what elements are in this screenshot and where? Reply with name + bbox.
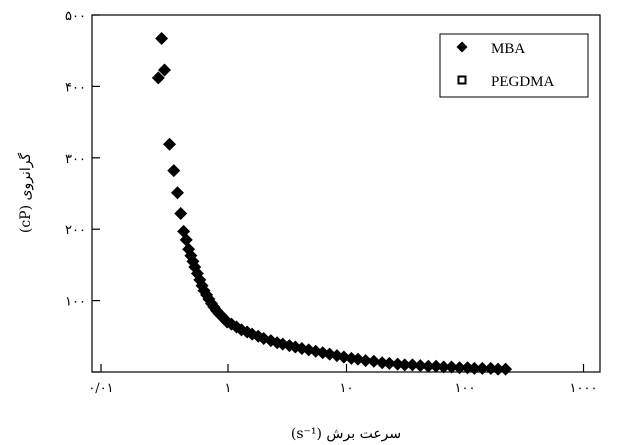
square-marker-icon	[457, 75, 467, 85]
y-tick-label: ۵۰۰	[65, 9, 86, 24]
x-tick-labels: ۰/۰۱ ۱ ۱۰ ۱۰۰ ۱۰۰۰	[88, 381, 597, 396]
legend-marker-mba	[456, 41, 468, 53]
data-point-mba	[184, 249, 198, 263]
y-tick-label: ۲۰۰	[65, 223, 86, 238]
data-point-mba	[499, 362, 513, 376]
x-tick-label: ۱۰	[340, 381, 354, 396]
data-point-mba	[158, 63, 171, 77]
data-point-mba	[475, 361, 489, 375]
data-point-mba	[151, 71, 165, 85]
legend-label-mba: MBA	[491, 41, 525, 57]
data-point-mba	[437, 360, 451, 374]
legend-label-pegdma: PEGDMA	[491, 74, 555, 90]
diamond-marker-icon	[456, 41, 468, 53]
data-point-mba	[484, 361, 498, 375]
y-tick-label: ۴۰۰	[65, 80, 86, 95]
data-point-mba	[445, 360, 459, 374]
data-point-mba	[467, 361, 481, 375]
data-point-mba	[170, 186, 184, 200]
data-point-mba	[398, 358, 412, 372]
data-point-mba	[491, 362, 505, 376]
data-point-mba	[245, 327, 259, 341]
x-tick-label: ۱	[225, 381, 232, 396]
data-point-mba	[163, 137, 177, 151]
data-point-mba	[413, 359, 427, 373]
data-points	[151, 32, 513, 376]
x-tick-label: ۰/۰۱	[88, 381, 113, 396]
y-tick-label: ۱۰۰	[65, 295, 86, 310]
x-tick-label: ۱۰۰۰	[570, 381, 598, 396]
legend: MBA PEGDMA	[439, 33, 589, 98]
x-tick-label: ۱۰۰	[455, 381, 476, 396]
data-point-mba	[179, 233, 193, 247]
data-point-mba	[174, 206, 188, 220]
data-point-mba	[405, 358, 419, 372]
data-point-mba	[367, 354, 381, 368]
data-point-mba	[167, 164, 181, 178]
data-point-mba	[359, 354, 373, 368]
data-point-mba	[429, 359, 443, 373]
legend-marker-pegdma	[457, 75, 467, 85]
data-point-mba	[421, 359, 435, 373]
y-axis-title: گرانروی (cP)	[17, 153, 34, 234]
y-tick-label: ۳۰۰	[65, 152, 86, 167]
data-point-mba	[453, 361, 467, 375]
y-tick-labels: ۱۰۰ ۲۰۰ ۳۰۰ ۴۰۰ ۵۰۰	[65, 9, 86, 310]
data-point-mba	[382, 356, 396, 370]
data-point-mba	[155, 32, 169, 46]
x-axis-title: سرعت برش (s⁻¹)	[291, 426, 401, 442]
